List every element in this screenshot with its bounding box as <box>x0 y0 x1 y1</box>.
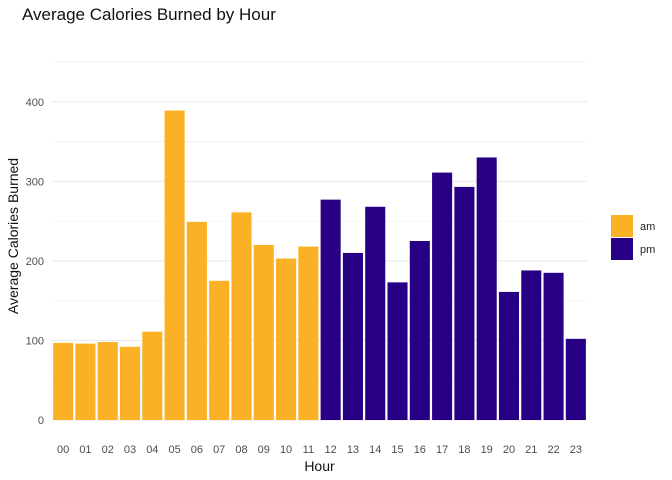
bar-12 <box>320 199 341 420</box>
x-tick-label: 16 <box>414 444 426 456</box>
x-tick-label: 03 <box>124 444 136 456</box>
bar-09 <box>253 244 274 420</box>
legend: am pm <box>611 215 655 260</box>
x-tick-label: 07 <box>213 444 225 456</box>
x-axis-ticks: 00 01 02 03 04 05 06 07 08 09 10 11 12 13 14 15 16 17 18 19… <box>57 444 582 456</box>
y-tick-label: 200 <box>26 256 44 268</box>
y-tick-label: 100 <box>26 335 44 347</box>
bar-01 <box>75 343 96 420</box>
x-tick-label: 20 <box>503 444 515 456</box>
x-tick-label: 17 <box>436 444 448 456</box>
x-tick-label: 06 <box>191 444 203 456</box>
bar-13 <box>342 252 363 420</box>
x-tick-label: 00 <box>57 444 69 456</box>
x-tick-label: 14 <box>369 444 381 456</box>
x-tick-label: 01 <box>79 444 91 456</box>
gridlines <box>52 61 587 421</box>
bar-10 <box>276 258 297 420</box>
x-tick-label: 18 <box>458 444 470 456</box>
x-tick-label: 15 <box>391 444 403 456</box>
x-tick-label: 08 <box>235 444 247 456</box>
x-tick-label: 10 <box>280 444 292 456</box>
x-tick-label: 22 <box>547 444 559 456</box>
bar-11 <box>298 246 319 420</box>
chart-title: Average Calories Burned by Hour <box>22 5 276 24</box>
bar-20 <box>498 291 520 420</box>
bar-16 <box>409 241 430 420</box>
legend-key-pm <box>611 238 633 260</box>
bar-23 <box>565 338 586 420</box>
x-tick-label: 12 <box>325 444 337 456</box>
bar-05 <box>164 110 185 420</box>
legend-key-am <box>611 215 633 237</box>
bar-06 <box>186 221 207 420</box>
x-tick-label: 19 <box>481 444 493 456</box>
bar-00 <box>53 342 74 420</box>
y-axis-title: Average Calories Burned <box>5 158 21 314</box>
y-axis-ticks: 0 100 200 300 400 <box>26 97 44 427</box>
bars <box>53 110 586 420</box>
bar-14 <box>365 206 386 420</box>
legend-label-am: am <box>640 221 655 233</box>
x-axis-title: Hour <box>304 458 335 474</box>
bar-02 <box>97 342 118 420</box>
x-tick-label: 21 <box>525 444 537 456</box>
bar-18 <box>454 186 475 420</box>
bar-19 <box>476 157 497 420</box>
y-tick-label: 0 <box>38 415 44 427</box>
y-tick-label: 300 <box>26 176 44 188</box>
bar-17 <box>432 172 453 420</box>
x-tick-label: 04 <box>146 444 158 456</box>
bar-04 <box>142 331 163 420</box>
x-tick-label: 13 <box>347 444 359 456</box>
bar-15 <box>387 282 408 420</box>
bar-22 <box>543 272 564 420</box>
x-tick-label: 05 <box>168 444 180 456</box>
y-tick-label: 400 <box>26 97 44 109</box>
x-tick-label: 02 <box>102 444 114 456</box>
x-tick-label: 23 <box>570 444 582 456</box>
bar-03 <box>119 346 141 420</box>
bar-07 <box>209 280 230 420</box>
bar-21 <box>521 270 542 420</box>
bar-08 <box>231 212 252 420</box>
x-tick-label: 11 <box>303 444 314 456</box>
legend-label-pm: pm <box>640 244 655 256</box>
x-tick-label: 09 <box>258 444 270 456</box>
